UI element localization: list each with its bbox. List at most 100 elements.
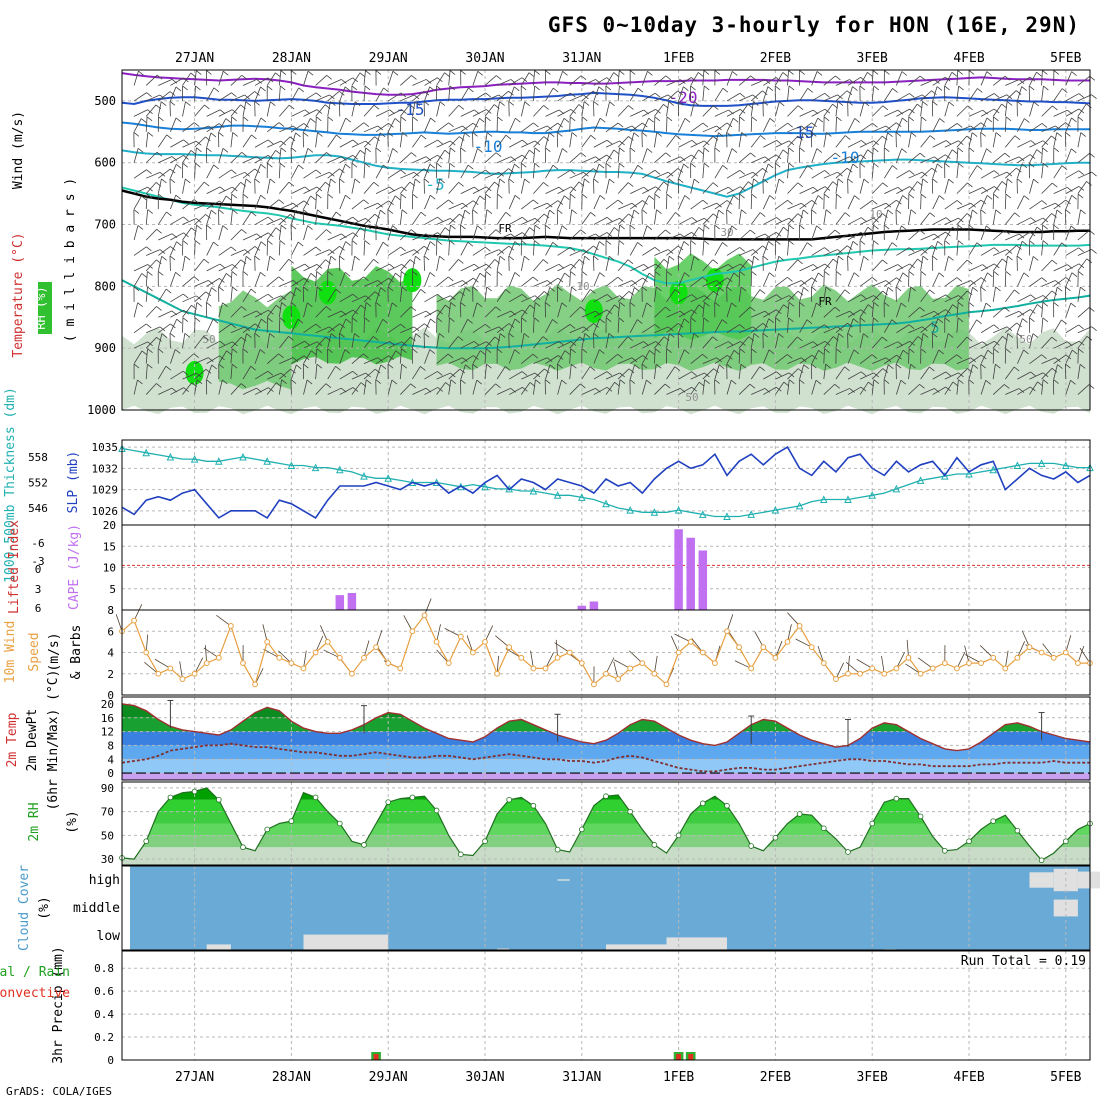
wind-barb-flag [811, 277, 818, 283]
wind-barb [726, 263, 741, 272]
wind-barb-flag [208, 125, 214, 131]
rh-point [530, 802, 537, 809]
wind-barb-flag [702, 199, 709, 205]
wind-barb-flag [1055, 280, 1061, 285]
wind-barb-flag [641, 286, 648, 292]
wind-barb-flag [859, 240, 866, 245]
wind-barb [932, 386, 946, 395]
wind-barb-flag [1042, 147, 1048, 153]
wind-barb [472, 246, 486, 256]
wind-barb-flag [535, 379, 541, 384]
wind-barb-flag [157, 348, 164, 353]
wind-barb-flag [213, 87, 220, 93]
wind-barb-flag [430, 318, 436, 324]
wind-barb [545, 341, 560, 349]
wind-barb-flag [956, 354, 963, 359]
wind-barb-flag [1041, 354, 1047, 360]
wind-barb [738, 326, 754, 334]
wind-barb-flag [739, 92, 746, 98]
wind-barb-flag [815, 379, 822, 385]
wind-barb [823, 249, 838, 256]
wind-barb-flag [260, 117, 267, 123]
wind-barb [436, 276, 449, 287]
wind-barb-flag [932, 178, 938, 183]
isotherm-label: -10 [831, 148, 860, 167]
rh-point [966, 838, 972, 845]
wind-barb [823, 336, 834, 349]
wind-barb [218, 71, 224, 86]
cape-tick: 15 [103, 540, 116, 553]
wind-barb [363, 104, 375, 117]
wind-barb [533, 336, 544, 349]
wind-barb [944, 200, 958, 210]
wind-barb [170, 232, 184, 241]
wind-barb-flag [619, 85, 625, 91]
wind-barb [242, 256, 247, 271]
wind-barb [762, 86, 769, 102]
wind-barb [690, 381, 700, 395]
wind-barb [496, 101, 500, 117]
wind-barb [883, 132, 888, 148]
precip-tick: 0 [107, 1054, 114, 1067]
wind-barb [303, 264, 318, 272]
wind-barb-flag [267, 139, 274, 145]
wind-barb [424, 86, 431, 102]
wind10m-axis-label: 10m Wind [3, 621, 18, 684]
wind-barb-flag [619, 70, 625, 75]
wind-barb-flag [1004, 152, 1011, 158]
wind-barb-flag [1036, 226, 1043, 232]
wind-barb-flag [297, 318, 304, 324]
wind-barb [823, 383, 835, 395]
wind-barb [738, 229, 751, 241]
wind-barb-flag [762, 178, 769, 183]
wind-barb-flag [241, 152, 247, 157]
wind-barb-flag [292, 125, 299, 131]
wind-barb [980, 108, 995, 117]
wind-barb [980, 272, 988, 287]
wind-barb-flag [811, 199, 818, 205]
wind-barb-flag [464, 132, 470, 138]
wind-barb-flag [556, 131, 563, 137]
wind-barb-flag [389, 341, 395, 346]
rh-point [603, 793, 609, 800]
wind-speed-point [131, 617, 138, 624]
wind-barb [1053, 354, 1067, 364]
lifted-index-tick: 3 [35, 583, 42, 596]
wind-barb-flag [420, 134, 427, 140]
wind-barb [194, 147, 197, 163]
wind-barb [944, 372, 959, 380]
wind-barb [508, 272, 516, 287]
wind-barb [738, 364, 742, 380]
wind-barb [496, 655, 499, 674]
wind-barb-flag [267, 370, 274, 376]
thickness-point [1013, 461, 1022, 469]
thickness-tick: 552 [28, 477, 48, 490]
wind-barb [799, 122, 812, 133]
thickness-point [626, 506, 635, 514]
wind-barb-flag [838, 333, 844, 338]
wind-barb [1065, 148, 1072, 163]
wind-barb-flag [267, 240, 273, 245]
wind-barb-flag [932, 332, 938, 338]
wind-barb-flag [873, 224, 879, 230]
wind-barb-flag [240, 336, 247, 342]
wind-barb [400, 94, 415, 102]
wind-barb [823, 75, 836, 86]
wind-barb-flag [373, 336, 379, 341]
wind-barb-flag [837, 101, 844, 106]
wind-barb-flag [816, 225, 822, 231]
wind-barb-flag [1071, 117, 1077, 123]
thickness-point [771, 506, 780, 514]
wind-barb [400, 336, 411, 349]
wind-barb [508, 349, 515, 364]
wind-barb [1029, 71, 1037, 86]
wind-barb [968, 165, 978, 179]
wind-barb [387, 225, 393, 241]
wind-speed-point [506, 644, 513, 651]
wind-barb [327, 245, 340, 256]
wind-barb [218, 109, 233, 117]
wind-barb [751, 233, 766, 241]
wind-barb-flag [966, 336, 973, 342]
wind-barb-flag [270, 101, 276, 106]
wind-barb [254, 241, 262, 256]
